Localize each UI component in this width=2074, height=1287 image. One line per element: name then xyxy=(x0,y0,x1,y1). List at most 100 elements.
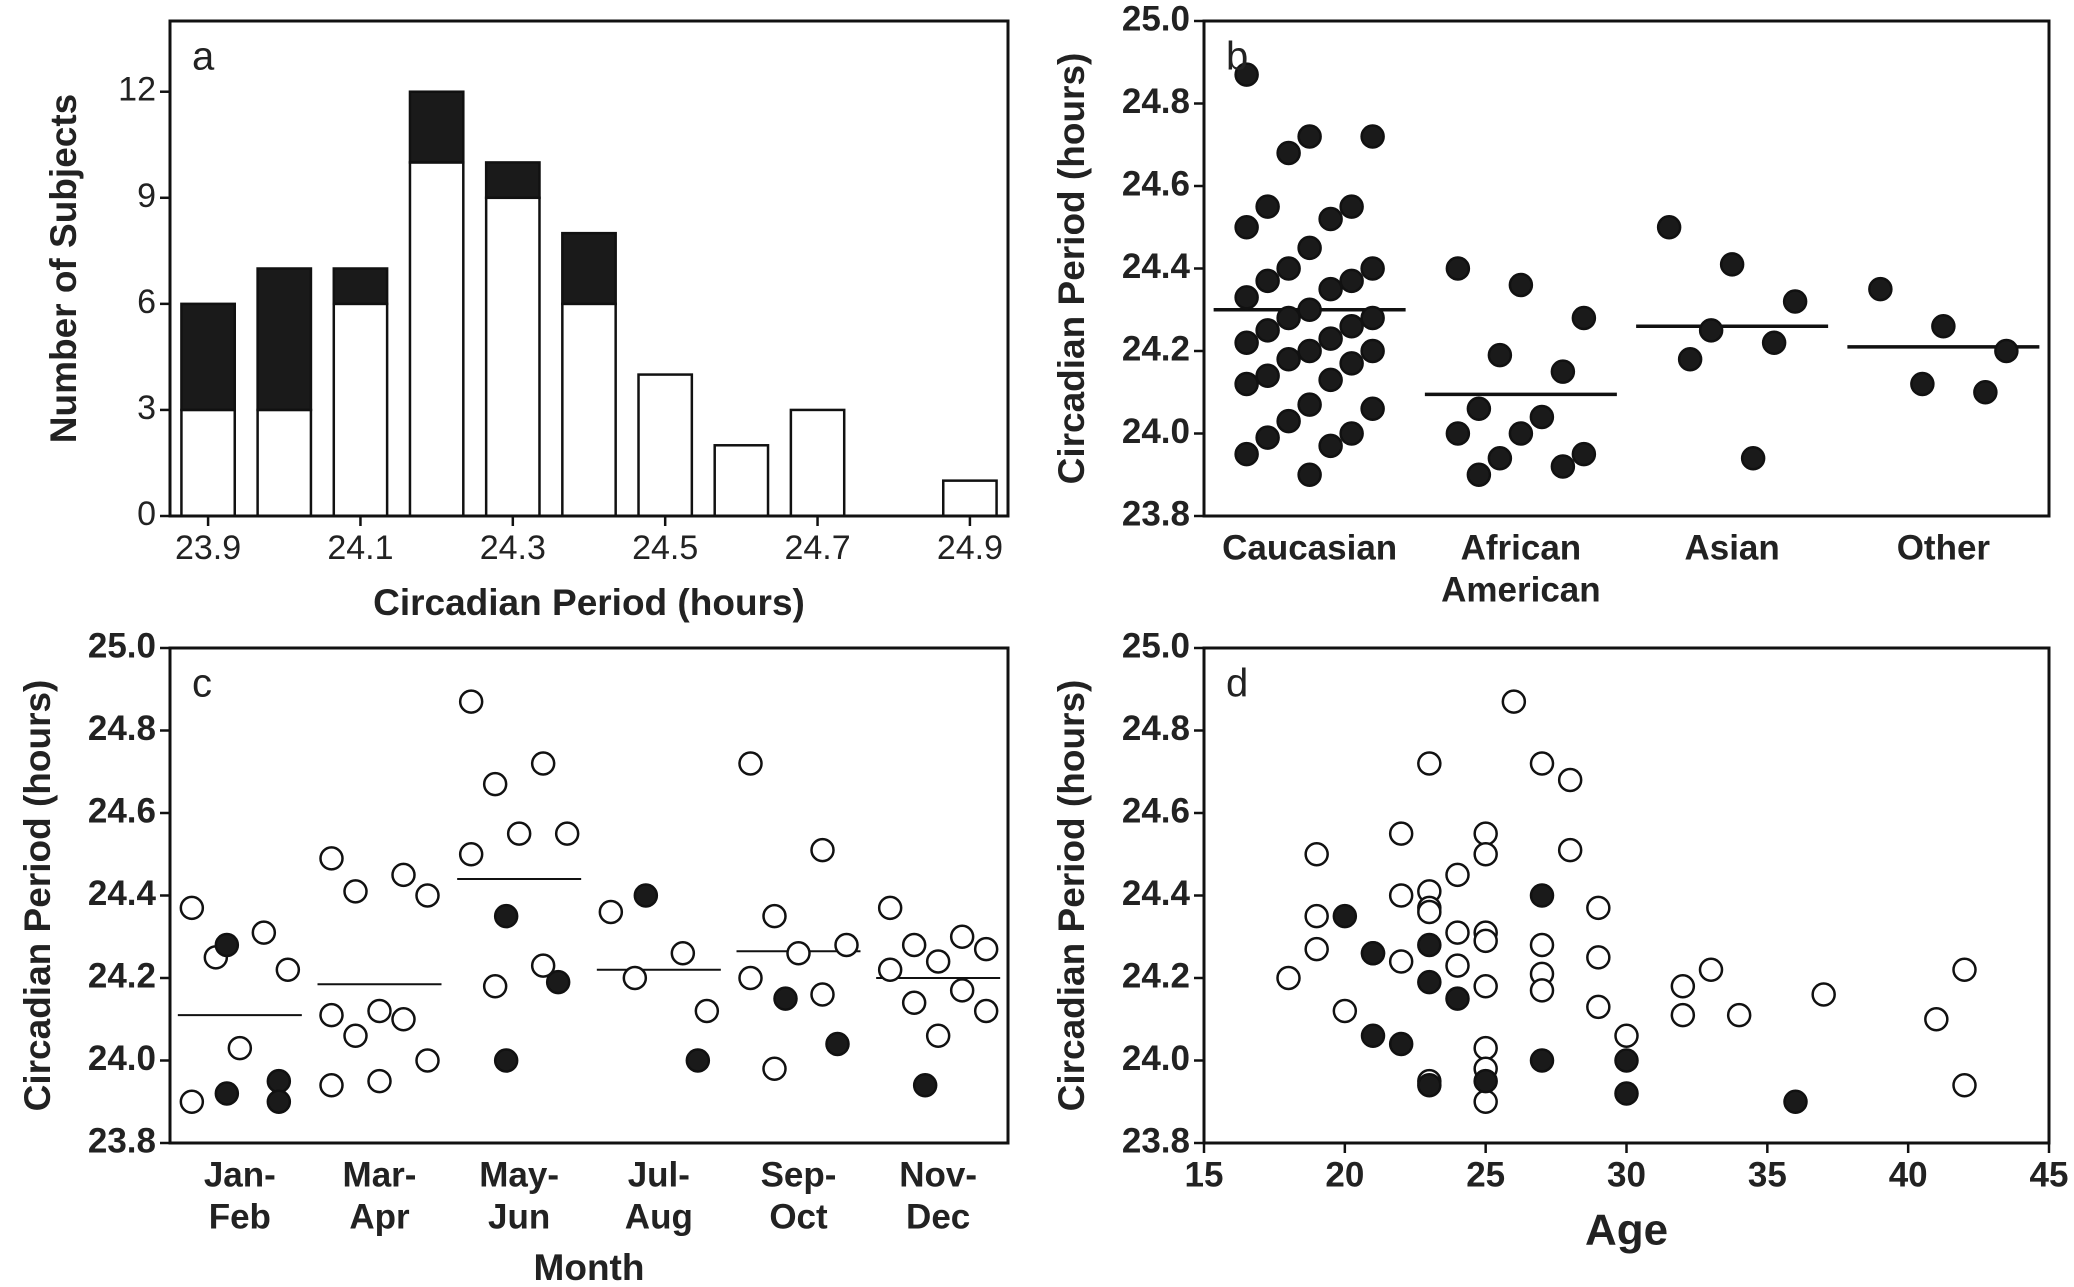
data-point xyxy=(1811,982,1836,1007)
data-point xyxy=(825,1031,850,1057)
data-point xyxy=(367,1068,392,1094)
data-point xyxy=(1614,1048,1639,1073)
data-point xyxy=(1445,862,1470,888)
y-tick-label: 24.2 xyxy=(1122,329,1190,368)
data-point xyxy=(1445,920,1470,945)
data-point xyxy=(251,920,277,945)
data-point xyxy=(925,949,951,974)
x-tick-label: 24.9 xyxy=(937,529,1003,567)
y-tick-label: 24.8 xyxy=(88,709,156,748)
y-tick-label: 24.6 xyxy=(1122,791,1190,830)
data-point xyxy=(598,899,624,925)
data-point xyxy=(1360,305,1385,331)
data-point xyxy=(1466,396,1492,421)
y-axis-label: Number of Subjects xyxy=(43,94,84,444)
data-point xyxy=(738,965,763,991)
bar xyxy=(713,444,770,518)
x-category-label: Caucasian xyxy=(1222,528,1397,567)
x-category-label: Sep- xyxy=(761,1155,837,1194)
data-point xyxy=(1698,957,1724,982)
y-tick-label: 24.0 xyxy=(88,1039,156,1078)
data-point xyxy=(670,941,696,966)
plot-frame xyxy=(168,646,1010,1145)
y-tick-label: 6 xyxy=(137,283,156,321)
x-tick-label: 24.5 xyxy=(632,529,698,567)
x-category-label: Aug xyxy=(625,1197,693,1236)
data-point xyxy=(949,978,975,1003)
data-point xyxy=(1318,433,1343,459)
data-point xyxy=(1304,936,1329,962)
y-tick-label: 24.0 xyxy=(1122,1039,1190,1078)
data-point xyxy=(1571,441,1597,467)
y-tick-label: 25.0 xyxy=(1122,626,1190,665)
data-point xyxy=(762,1056,787,1081)
data-point xyxy=(1297,462,1322,487)
data-point xyxy=(1388,883,1414,908)
y-tick-label: 24.8 xyxy=(1122,82,1190,121)
data-point xyxy=(1255,318,1280,343)
data-point xyxy=(275,957,301,982)
data-point xyxy=(1614,1081,1639,1106)
y-tick-label: 24.0 xyxy=(1122,412,1190,451)
data-point xyxy=(1339,351,1364,376)
data-point xyxy=(1473,821,1498,846)
data-point xyxy=(1994,338,2019,364)
data-point xyxy=(633,883,659,908)
data-point xyxy=(762,903,787,929)
data-point xyxy=(1571,305,1597,331)
data-point xyxy=(1656,215,1682,240)
data-point xyxy=(1332,903,1358,929)
data-point xyxy=(1339,314,1364,339)
data-point xyxy=(1276,965,1301,991)
data-point xyxy=(1529,932,1555,958)
data-point xyxy=(1719,252,1745,277)
data-point xyxy=(694,998,720,1024)
data-point xyxy=(1304,842,1329,867)
panel-label: d xyxy=(1226,662,1248,706)
y-tick-label: 24.6 xyxy=(88,791,156,830)
data-point xyxy=(1417,932,1442,958)
bar xyxy=(180,408,237,518)
data-point xyxy=(1473,974,1498,999)
bar xyxy=(789,408,846,518)
panel-label: a xyxy=(192,35,215,79)
data-point xyxy=(1297,338,1322,364)
data-point xyxy=(1339,194,1364,219)
data-point xyxy=(1318,276,1343,302)
x-tick-label: 23.9 xyxy=(175,529,241,567)
y-tick-label: 24.2 xyxy=(88,956,156,995)
panel-label: c xyxy=(192,662,212,706)
x-category-label: Apr xyxy=(349,1197,410,1236)
data-point xyxy=(482,974,508,999)
x-category-label: Jan- xyxy=(204,1155,276,1194)
data-point xyxy=(1557,837,1583,863)
data-point xyxy=(319,846,344,871)
x-category-label: Asian xyxy=(1684,528,1779,567)
data-point xyxy=(1388,949,1414,974)
data-point xyxy=(1670,974,1696,999)
y-tick-label: 24.4 xyxy=(1122,247,1191,286)
data-point xyxy=(1339,421,1364,446)
data-point xyxy=(1529,404,1555,430)
data-point xyxy=(1255,425,1280,450)
data-point xyxy=(1529,1048,1555,1073)
data-point xyxy=(1445,986,1470,1011)
data-point xyxy=(786,941,811,966)
y-tick-label: 0 xyxy=(137,495,156,533)
data-point xyxy=(458,689,484,714)
x-category-label: Dec xyxy=(906,1197,970,1236)
data-point xyxy=(1276,140,1301,166)
data-point xyxy=(877,895,903,921)
data-point xyxy=(1276,305,1301,331)
data-point xyxy=(1557,767,1583,793)
data-point xyxy=(1586,994,1611,1020)
data-point xyxy=(214,932,240,958)
x-axis-label: Circadian Period (hours) xyxy=(373,582,805,623)
x-category-label: May- xyxy=(479,1155,559,1194)
panel-label: b xyxy=(1226,35,1248,79)
data-point xyxy=(214,1081,240,1106)
data-point xyxy=(179,1089,205,1114)
data-point xyxy=(1297,235,1322,261)
data-point xyxy=(391,1007,416,1032)
